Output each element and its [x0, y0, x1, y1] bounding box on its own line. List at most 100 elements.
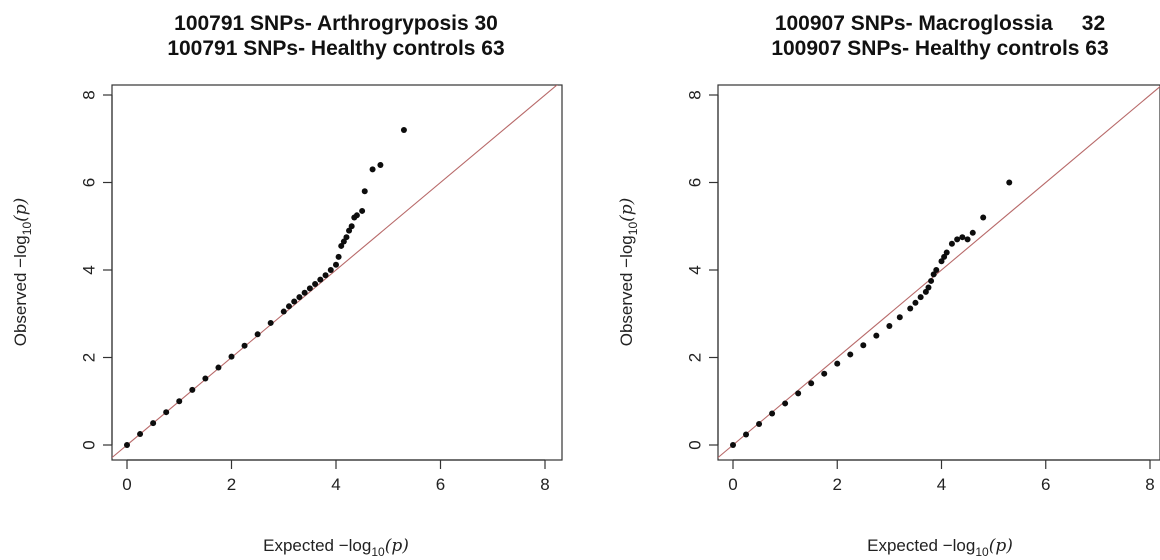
x-tick-label: 8 [540, 475, 549, 494]
x-tick-label: 0 [728, 475, 737, 494]
data-point [202, 375, 209, 382]
points [124, 127, 407, 448]
data-point [163, 409, 170, 416]
y-tick-label: 6 [79, 178, 98, 187]
data-point [176, 398, 183, 405]
data-point [361, 188, 368, 195]
data-point [215, 364, 222, 371]
data-point [933, 267, 940, 273]
data-point [353, 212, 360, 219]
data-point [907, 305, 914, 312]
y-tick-label: 0 [685, 440, 704, 449]
data-point [267, 319, 274, 326]
data-point [348, 223, 355, 230]
data-point [150, 420, 157, 427]
chart-subtitle: 100791 SNPs- Healthy controls 63 [167, 37, 504, 60]
y-axis-label: Observed −log10(p) [11, 198, 34, 347]
chart-subtitle: 100907 SNPs- Healthy controls 63 [771, 37, 1108, 60]
data-point [821, 370, 828, 377]
data-point [969, 229, 976, 236]
data-point [369, 166, 376, 173]
data-point [941, 253, 948, 260]
data-point [925, 284, 932, 291]
data-point [930, 271, 937, 278]
reference-line [718, 85, 1160, 459]
data-point [743, 431, 750, 438]
x-axis: 0 2 4 6 8 [122, 459, 550, 494]
x-tick-label: 6 [1041, 475, 1050, 494]
data-point [340, 238, 347, 245]
data-point [873, 332, 880, 339]
data-point [338, 242, 345, 249]
data-point [327, 267, 334, 273]
data-point [241, 342, 248, 349]
y-tick-label: 8 [79, 90, 98, 99]
data-point [980, 214, 987, 221]
data-point [938, 258, 945, 265]
data-point [808, 380, 815, 387]
data-point [948, 240, 955, 247]
data-point [359, 207, 366, 214]
reference-line [112, 85, 558, 459]
data-point [296, 294, 303, 301]
data-point [959, 234, 966, 241]
chart-title: 100907 SNPs- Macroglossia 32 [775, 12, 1105, 35]
data-point [285, 303, 292, 310]
data-point [847, 351, 854, 358]
x-tick-label: 0 [122, 475, 131, 494]
y-tick-label: 8 [685, 90, 704, 99]
data-point [343, 234, 350, 241]
chart-title: 100791 SNPs- Arthrogryposis 30 [174, 12, 498, 35]
data-point [333, 261, 339, 268]
x-tick-label: 4 [937, 475, 946, 494]
x-tick-label: 8 [1145, 475, 1154, 494]
data-point [301, 289, 308, 296]
y-tick-label: 2 [685, 353, 704, 362]
data-point [189, 386, 196, 393]
points [730, 179, 1013, 448]
data-point [782, 400, 789, 407]
y-axis: 0 2 4 6 8 [79, 90, 113, 450]
data-point [912, 299, 919, 306]
data-point [795, 390, 802, 397]
data-point [317, 276, 324, 283]
data-point [377, 162, 384, 168]
data-point [137, 431, 144, 438]
data-point [335, 253, 342, 260]
data-point [254, 331, 261, 338]
data-point [886, 323, 893, 329]
data-point [228, 353, 235, 360]
data-point [400, 127, 407, 133]
data-point [291, 298, 298, 305]
qq-plot-macroglossia: 100907 SNPs- Macroglossia 32 100907 SNPs… [617, 12, 1160, 559]
x-tick-label: 2 [227, 475, 236, 494]
data-point [306, 285, 313, 292]
data-point [322, 272, 329, 279]
y-tick-label: 6 [685, 178, 704, 187]
data-point [896, 314, 903, 321]
data-point [917, 294, 924, 301]
x-tick-label: 2 [833, 475, 842, 494]
y-tick-label: 4 [79, 265, 98, 274]
data-point [954, 236, 961, 243]
data-point [964, 236, 971, 243]
x-axis: 0 2 4 6 8 [728, 459, 1155, 494]
data-point [346, 227, 353, 234]
x-tick-label: 6 [436, 475, 445, 494]
data-point [834, 360, 841, 367]
data-point [922, 288, 929, 295]
data-point [312, 281, 319, 287]
data-point [943, 249, 950, 256]
data-point [928, 277, 935, 284]
data-point [124, 442, 130, 448]
x-tick-label: 4 [331, 475, 340, 494]
data-point [756, 421, 763, 427]
data-point [769, 410, 776, 417]
x-axis-label: Expected −log10(p) [263, 536, 409, 559]
qq-plot-arthrogryposis: 100791 SNPs- Arthrogryposis 30 100791 SN… [11, 12, 563, 559]
y-tick-label: 2 [79, 353, 98, 362]
data-point [860, 342, 867, 349]
y-tick-label: 4 [685, 265, 704, 274]
y-tick-label: 0 [79, 440, 98, 449]
y-axis: 0 2 4 6 8 [685, 90, 719, 450]
